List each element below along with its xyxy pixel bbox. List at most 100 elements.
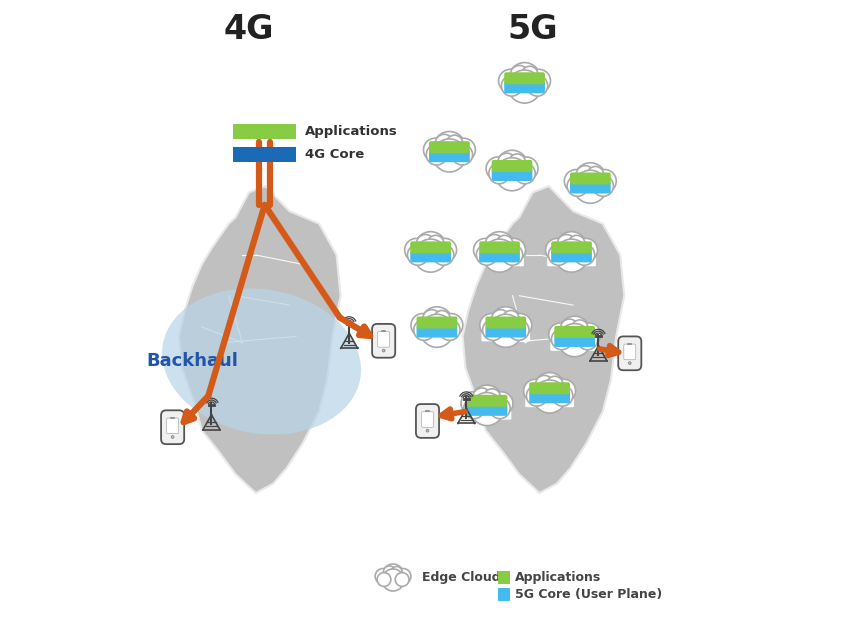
Circle shape: [508, 70, 541, 103]
Circle shape: [509, 154, 526, 170]
FancyBboxPatch shape: [492, 160, 533, 172]
FancyBboxPatch shape: [498, 571, 510, 584]
Circle shape: [411, 314, 434, 337]
Circle shape: [433, 238, 457, 262]
FancyBboxPatch shape: [487, 168, 536, 185]
Circle shape: [498, 153, 516, 171]
Circle shape: [587, 167, 604, 183]
Circle shape: [574, 170, 607, 203]
FancyBboxPatch shape: [551, 242, 592, 253]
Circle shape: [496, 158, 528, 191]
Text: 4G: 4G: [224, 13, 274, 46]
Circle shape: [534, 372, 565, 404]
Circle shape: [503, 311, 519, 327]
Circle shape: [593, 175, 614, 196]
Text: Backhaul: Backhaul: [147, 352, 239, 370]
FancyBboxPatch shape: [372, 324, 395, 358]
Circle shape: [474, 238, 497, 262]
Circle shape: [492, 309, 510, 328]
FancyBboxPatch shape: [161, 410, 184, 444]
FancyBboxPatch shape: [624, 344, 636, 360]
Circle shape: [522, 66, 538, 83]
FancyBboxPatch shape: [570, 172, 610, 184]
Circle shape: [528, 69, 551, 92]
Circle shape: [484, 231, 516, 263]
FancyBboxPatch shape: [554, 326, 595, 338]
Circle shape: [377, 572, 391, 586]
Circle shape: [527, 386, 547, 406]
Circle shape: [375, 569, 391, 584]
Circle shape: [486, 157, 510, 180]
Circle shape: [382, 564, 404, 585]
Circle shape: [423, 138, 446, 162]
FancyBboxPatch shape: [410, 250, 451, 262]
FancyBboxPatch shape: [492, 169, 533, 181]
Circle shape: [577, 329, 598, 350]
Circle shape: [567, 175, 588, 196]
Circle shape: [414, 320, 434, 340]
Circle shape: [574, 245, 595, 265]
FancyBboxPatch shape: [416, 316, 457, 328]
FancyBboxPatch shape: [375, 576, 410, 587]
Circle shape: [416, 235, 434, 253]
Circle shape: [476, 245, 497, 265]
FancyBboxPatch shape: [529, 391, 570, 403]
Circle shape: [551, 329, 572, 350]
Circle shape: [497, 235, 513, 252]
Text: Applications: Applications: [515, 571, 601, 584]
FancyBboxPatch shape: [551, 250, 592, 262]
FancyBboxPatch shape: [529, 382, 570, 394]
Circle shape: [473, 388, 491, 406]
Circle shape: [392, 567, 402, 577]
Circle shape: [489, 163, 510, 184]
FancyBboxPatch shape: [167, 418, 179, 433]
FancyBboxPatch shape: [479, 250, 520, 262]
FancyBboxPatch shape: [486, 316, 526, 328]
Circle shape: [382, 349, 385, 352]
FancyBboxPatch shape: [618, 337, 641, 370]
Circle shape: [422, 307, 452, 338]
Circle shape: [486, 235, 504, 253]
Circle shape: [523, 379, 547, 403]
Circle shape: [577, 323, 600, 346]
Circle shape: [533, 380, 566, 413]
Circle shape: [383, 566, 396, 578]
FancyBboxPatch shape: [463, 403, 511, 420]
FancyBboxPatch shape: [498, 588, 510, 601]
Circle shape: [452, 144, 473, 165]
Circle shape: [552, 379, 575, 403]
Circle shape: [382, 569, 404, 591]
Circle shape: [428, 235, 444, 252]
FancyBboxPatch shape: [233, 147, 296, 162]
Circle shape: [548, 245, 569, 265]
Circle shape: [452, 138, 475, 162]
FancyBboxPatch shape: [429, 141, 469, 153]
FancyBboxPatch shape: [525, 391, 574, 407]
Circle shape: [171, 436, 174, 438]
Circle shape: [502, 245, 522, 265]
Circle shape: [415, 231, 446, 263]
Circle shape: [426, 430, 429, 432]
Circle shape: [557, 235, 575, 253]
Circle shape: [490, 392, 513, 415]
FancyBboxPatch shape: [410, 242, 451, 253]
Circle shape: [404, 238, 428, 262]
Circle shape: [509, 314, 532, 337]
Circle shape: [433, 245, 454, 265]
FancyBboxPatch shape: [481, 325, 530, 342]
FancyBboxPatch shape: [486, 326, 526, 338]
Circle shape: [559, 316, 590, 348]
Circle shape: [484, 389, 500, 405]
Circle shape: [527, 75, 548, 96]
FancyBboxPatch shape: [547, 250, 596, 266]
Circle shape: [395, 572, 409, 586]
FancyBboxPatch shape: [500, 81, 549, 97]
Circle shape: [439, 314, 463, 337]
Text: 4G Core: 4G Core: [305, 148, 364, 161]
Circle shape: [427, 144, 447, 165]
Circle shape: [463, 398, 485, 419]
Circle shape: [546, 376, 563, 392]
Polygon shape: [463, 186, 624, 493]
FancyBboxPatch shape: [425, 149, 474, 166]
Text: Applications: Applications: [305, 125, 398, 138]
